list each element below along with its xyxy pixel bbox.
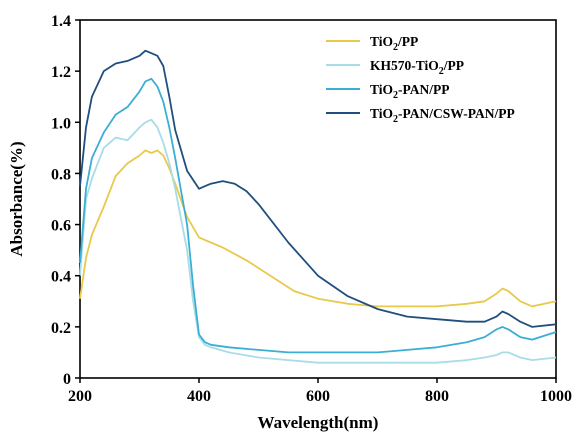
legend-label-3: TiO2-PAN/PP (370, 82, 450, 101)
y-tick-label: 0.8 (51, 166, 71, 183)
series-line-1 (79, 149, 557, 308)
x-axis-title: Wavelength(nm) (258, 413, 379, 432)
x-tick-label: 400 (187, 388, 211, 405)
y-tick-label: 1.4 (51, 13, 71, 30)
y-tick-label: 0 (63, 371, 71, 388)
y-tick-label: 0.6 (51, 218, 71, 235)
x-tick-label: 600 (306, 388, 330, 405)
series-line-2 (79, 118, 557, 364)
plot-frame (79, 19, 557, 379)
legend-label-1: TiO2/PP (370, 34, 418, 53)
series-layer (79, 49, 557, 364)
y-tick-label: 0.4 (51, 269, 71, 286)
series-line-3 (79, 77, 557, 354)
plot-border (79, 19, 557, 379)
y-tick-label: 1.2 (51, 64, 71, 81)
x-tick-label: 200 (68, 388, 92, 405)
series-line-4 (79, 49, 557, 328)
y-axis-title: Absorbance(%) (7, 141, 26, 256)
legend: TiO2/PP KH570-TiO2/PP TiO2-PAN/PP TiO2-PAN/… (326, 34, 515, 125)
legend-label-4: TiO2-PAN/CSW-PAN/PP (370, 106, 515, 125)
y-tick-label: 1.0 (51, 115, 71, 132)
y-tick-label: 0.2 (51, 320, 71, 337)
legend-label-2: KH570-TiO2/PP (370, 58, 464, 77)
axis-ticks: 200 400 600 800 1000 0 0.2 0.4 0.6 0.8 1.0 1.2 1.4 (51, 13, 572, 405)
x-tick-label: 800 (425, 388, 449, 405)
x-tick-label: 1000 (540, 388, 572, 405)
